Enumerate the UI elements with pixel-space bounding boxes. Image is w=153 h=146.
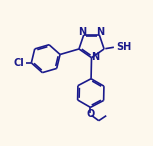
Text: SH: SH [117, 42, 132, 52]
Text: O: O [86, 109, 95, 119]
Text: N: N [91, 52, 99, 62]
Text: Cl: Cl [13, 58, 24, 68]
Text: N: N [96, 27, 104, 37]
Text: N: N [78, 27, 87, 37]
